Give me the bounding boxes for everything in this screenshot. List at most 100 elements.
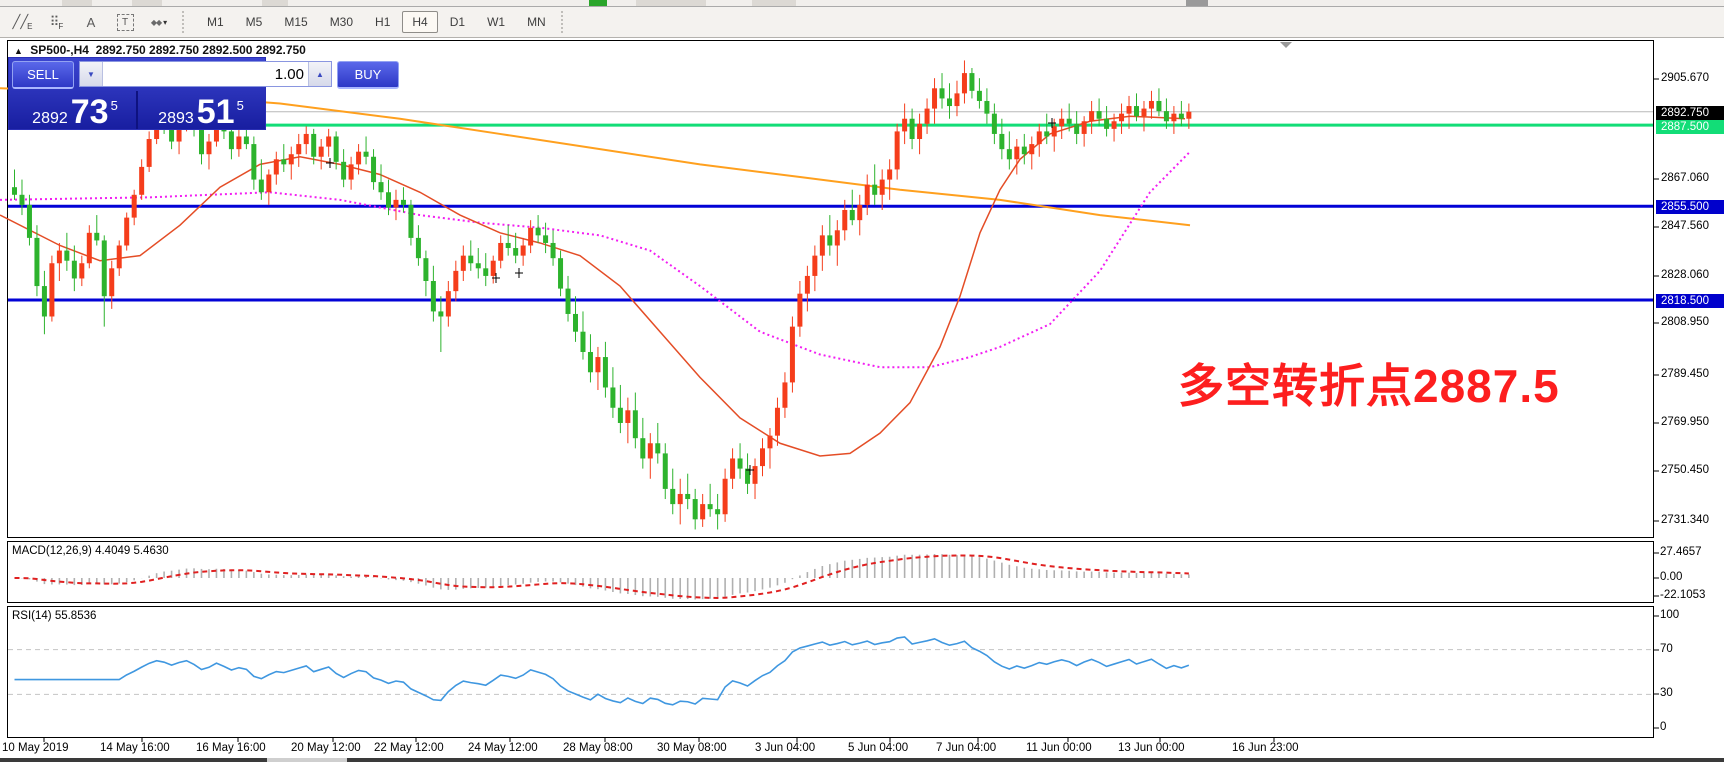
sell-price-display[interactable]: 2892 73 5: [12, 91, 136, 129]
rsi-indicator-label: RSI(14) 55.8536: [12, 610, 97, 622]
price-axis-label: 2731.340: [1661, 514, 1709, 526]
price-badge: 2892.750: [1656, 106, 1724, 120]
collapse-triangle-icon[interactable]: ▲: [14, 46, 23, 56]
sell-price-pip: 5: [110, 98, 118, 113]
time-axis-label: 24 May 12:00: [468, 742, 538, 754]
timeframe-buttons: M1 M5 M15 M30 H1 H4 D1 W1 MN: [196, 11, 557, 33]
timeframe-button-mn[interactable]: MN: [527, 15, 546, 29]
candlesticks: [12, 60, 1192, 530]
time-axis-label: 28 May 08:00: [563, 742, 633, 754]
scrollbar-thumb[interactable]: [267, 758, 347, 762]
rsi-axis-label: 100: [1660, 609, 1680, 621]
timeframe-button-d1[interactable]: D1: [449, 15, 466, 29]
time-axis-label: 30 May 08:00: [657, 742, 727, 754]
toolbar-button-edge: [132, 0, 162, 6]
time-axis-label: 10 May 2019: [2, 742, 69, 754]
chart-title: ▲ SP500-,H4 2892.750 2892.750 2892.500 2…: [14, 43, 306, 57]
timeframe-button-m1[interactable]: M1: [207, 15, 224, 29]
price-axis-label: 2847.560: [1661, 220, 1709, 232]
time-axis-label: 22 May 12:00: [374, 742, 444, 754]
toolbar-separator: [560, 11, 567, 33]
timeframe-button-h1[interactable]: H1: [375, 15, 391, 29]
text-label-icon[interactable]: A: [76, 10, 106, 34]
rsi-line: [14, 636, 1190, 706]
time-axis-label: 7 Jun 04:00: [936, 742, 997, 754]
macd-axis-label: 27.4657: [1660, 546, 1702, 558]
arrange-glyph: ◆◆: [150, 17, 162, 27]
indicators-glyph: ╱╱: [12, 14, 29, 29]
toolbar-button-edge: [62, 0, 92, 6]
price-axis-label: 2905.670: [1661, 72, 1709, 84]
objects-list-icon[interactable]: ⠿ F: [42, 10, 72, 34]
text-label-glyph: A: [86, 14, 96, 30]
symbol-period-label: SP500-,H4: [30, 43, 89, 57]
sell-price-handle: 2892: [32, 110, 68, 127]
turning-point-annotation: 多空转折点2887.5: [1178, 360, 1560, 412]
toolbar-button-edge: [752, 0, 796, 6]
price-axis-label: 2769.950: [1661, 416, 1709, 428]
timeframe-button-m15[interactable]: M15: [284, 15, 308, 29]
window-bottom-edge: [0, 758, 1724, 762]
ma-magenta-line: [0, 150, 1191, 369]
rsi-axis-label: 70: [1660, 643, 1673, 655]
time-axis-label: 5 Jun 04:00: [848, 742, 909, 754]
buy-price-handle: 2893: [158, 110, 194, 127]
chart-shift-marker: [1280, 42, 1292, 48]
rsi-axis-label: 0: [1660, 721, 1667, 733]
toolbar-button-edge-dark: [1186, 0, 1208, 6]
macd-axis-label: 0.00: [1660, 571, 1683, 583]
toolbar-button-edge: [636, 0, 706, 6]
price-axis-label: 2867.060: [1661, 172, 1709, 184]
toolbar-button-edge: [262, 0, 288, 6]
volume-spinner: ▼ ▲: [79, 61, 332, 87]
macd-signal-line: [14, 554, 1189, 599]
top-partial-toolbar: [0, 0, 1724, 7]
time-axis-label: 14 May 16:00: [100, 742, 170, 754]
price-divider: [136, 91, 138, 129]
text-box-glyph: T: [116, 13, 134, 31]
price-axis-label: 2808.950: [1661, 316, 1709, 328]
one-click-trading-panel: SELL ▼ ▲ BUY 2892 73 5 2893 51 5: [8, 57, 399, 130]
timeframe-button-m5[interactable]: M5: [245, 15, 263, 29]
price-badge: 2887.500: [1656, 120, 1724, 134]
arrange-icon[interactable]: ◆◆ ▾: [144, 10, 174, 34]
arrange-caret-icon: ▾: [163, 17, 168, 27]
timeframe-button-w1[interactable]: W1: [487, 15, 506, 29]
sell-button[interactable]: SELL: [12, 61, 74, 89]
volume-decrease-button[interactable]: ▼: [80, 62, 103, 86]
macd-indicator-label: MACD(12,26,9) 4.4049 5.4630: [12, 545, 169, 557]
price-axis-label: 2789.450: [1661, 368, 1709, 380]
time-axis-label: 13 Jun 00:00: [1118, 742, 1185, 754]
objects-glyph: ⠿: [49, 14, 60, 29]
volume-input[interactable]: [103, 62, 308, 86]
chart-toolbar: ╱╱ E ⠿ F A T ◆◆ ▾ M1 M5 M15 M30 H1 H4 D1 W1 MN: [0, 7, 1724, 38]
buy-price-points: 51: [196, 93, 235, 132]
rsi-axis-label: 30: [1660, 687, 1673, 699]
ma-red-line: [0, 115, 1186, 457]
toolbar-button-edge-green: [589, 0, 607, 6]
price-axis-label: 2750.450: [1661, 464, 1709, 476]
price-badge: 2855.500: [1656, 200, 1724, 214]
volume-increase-button[interactable]: ▲: [308, 62, 331, 86]
price-axis-label: 2828.060: [1661, 269, 1709, 281]
time-axis-label: 16 Jun 23:00: [1232, 742, 1299, 754]
timeframe-button-h4[interactable]: H4: [402, 11, 438, 33]
objects-letter: F: [58, 21, 64, 31]
price-badge: 2818.500: [1656, 294, 1724, 308]
ohlc-values: 2892.750 2892.750 2892.500 2892.750: [95, 43, 306, 57]
time-axis-label: 11 Jun 00:00: [1026, 742, 1092, 754]
macd-axis-label: -22.1053: [1660, 589, 1706, 601]
indicators-letter: E: [27, 21, 33, 31]
buy-button[interactable]: BUY: [337, 61, 399, 89]
buy-price-display[interactable]: 2893 51 5: [138, 91, 262, 129]
time-axis-label: 16 May 16:00: [196, 742, 266, 754]
timeframe-button-m30[interactable]: M30: [329, 15, 354, 29]
time-axis-label: 3 Jun 04:00: [755, 742, 816, 754]
rsi-pane-frame: [7, 606, 1654, 738]
time-axis-label: 20 May 12:00: [291, 742, 361, 754]
text-box-icon[interactable]: T: [110, 10, 140, 34]
buy-price-pip: 5: [236, 98, 244, 113]
expert-indicators-icon[interactable]: ╱╱ E: [8, 10, 38, 34]
sell-price-points: 73: [70, 93, 109, 132]
